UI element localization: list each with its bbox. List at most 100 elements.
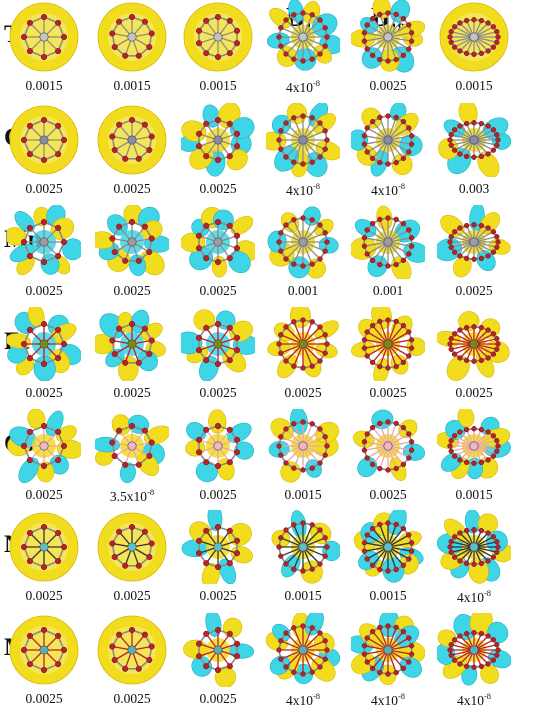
molecule <box>276 113 330 167</box>
boron-atom <box>494 244 500 250</box>
boron-atom <box>495 239 501 245</box>
isosurface-plot <box>353 510 424 583</box>
boron-atom <box>490 534 497 540</box>
metal-atom <box>298 339 308 349</box>
isovalue-label: 0.0015 <box>433 487 515 503</box>
isovalue-label: 4x10-8 <box>262 78 344 96</box>
boron-atom <box>494 652 500 658</box>
isosurface-plot <box>97 105 167 175</box>
boron-atom <box>300 671 306 677</box>
boron-atom <box>195 653 203 660</box>
boron-atom <box>309 217 315 223</box>
boron-atom <box>406 22 412 28</box>
molecule <box>447 17 501 57</box>
molecule <box>109 523 155 569</box>
boron-atom <box>317 561 323 567</box>
boron-atom <box>55 326 62 333</box>
isosurface-plot <box>268 409 340 483</box>
metal-atom <box>469 135 479 145</box>
boron-atom <box>300 623 306 629</box>
boron-atom <box>128 626 136 634</box>
molecule <box>361 113 415 167</box>
boron-atom <box>40 320 48 328</box>
boron-atom <box>40 116 48 124</box>
isovalue-mantissa: 0.0025 <box>199 283 237 298</box>
boron-atom <box>447 137 453 143</box>
boron-atom <box>451 24 458 30</box>
boron-atom <box>26 428 33 435</box>
isovalue-mantissa: 3.5x10 <box>109 489 148 504</box>
isosurface-plot <box>266 0 340 71</box>
boron-atom <box>300 568 306 574</box>
boron-atom <box>116 121 123 128</box>
isosurface-plot <box>9 512 79 582</box>
boron-atom <box>226 663 233 670</box>
boron-atom <box>406 329 412 335</box>
boron-atom <box>300 10 306 16</box>
isosurface-plot <box>353 409 425 481</box>
isovalue-label: 0.0025 <box>3 691 85 707</box>
boron-atom <box>393 363 399 370</box>
isovalue-mantissa: 0.0025 <box>113 181 151 196</box>
boron-atom <box>495 341 501 347</box>
boron-atom <box>141 223 148 230</box>
boron-atom <box>40 53 48 61</box>
boron-ring-bonds <box>111 629 153 670</box>
boron-ring-bonds <box>111 323 153 364</box>
boron-atom <box>448 336 454 342</box>
boron-atom <box>478 663 485 670</box>
boron-atom <box>447 443 453 449</box>
boron-atom <box>283 256 289 262</box>
metal-atom <box>127 542 137 552</box>
boron-atom <box>408 133 415 139</box>
positive-lobe <box>440 214 465 237</box>
metal-atom <box>39 237 49 247</box>
boron-atom <box>324 443 330 449</box>
boron-atom <box>369 220 376 227</box>
boron-atom <box>471 154 477 160</box>
boron-atom <box>26 48 33 55</box>
boron-atom <box>109 133 116 140</box>
metal-atom <box>298 32 308 42</box>
boron-atom <box>128 218 136 226</box>
boron-atom <box>195 245 203 252</box>
boron-atom <box>400 665 407 672</box>
boron-atom <box>309 319 315 325</box>
boron-atom <box>203 663 210 670</box>
molecule <box>276 520 330 574</box>
isovalue-label: 0.0025 <box>3 487 85 503</box>
boron-atom <box>377 363 383 370</box>
boron-atom <box>116 18 123 25</box>
boron-atom <box>448 549 454 555</box>
metal-atom <box>383 339 393 349</box>
boron-atom <box>26 355 33 362</box>
boron-atom <box>385 623 391 629</box>
positive-lobe <box>185 439 206 457</box>
isovalue-mantissa: 0.0025 <box>369 385 407 400</box>
boron-atom <box>408 141 415 147</box>
boron-atom <box>195 27 203 34</box>
boron-atom <box>309 159 315 165</box>
isosurface-plot <box>97 512 167 582</box>
boron-atom <box>322 248 328 254</box>
boron-atom <box>385 161 391 167</box>
isosurface-plot <box>95 309 166 381</box>
boron-atom <box>364 149 370 155</box>
boron-atom <box>495 443 501 449</box>
isosurface-plot <box>181 103 255 177</box>
boron-atom <box>448 438 454 444</box>
boron-atom <box>324 34 330 40</box>
boron-atom <box>377 420 383 427</box>
boron-atom <box>361 447 368 453</box>
isovalue-label: 4x10-8 <box>262 181 344 199</box>
isovalue-label: 0.0025 <box>347 385 429 401</box>
molecule <box>361 317 415 371</box>
boron-atom <box>148 439 155 446</box>
isosurface-plot <box>183 613 255 687</box>
boron-atom <box>26 224 33 231</box>
isosurface-plot <box>9 615 79 685</box>
boron-atom <box>128 523 136 531</box>
boron-atom <box>128 422 136 430</box>
orbital-cell-ti-b8: 0.0015 <box>3 0 85 100</box>
boron-atom <box>451 147 458 153</box>
